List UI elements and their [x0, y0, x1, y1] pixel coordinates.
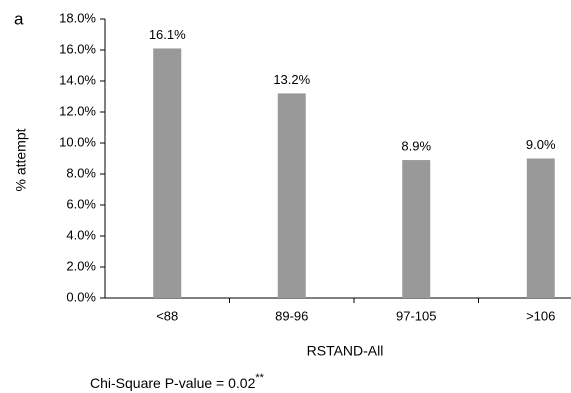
y-axis-title: % attempt — [13, 128, 29, 191]
y-tick-label: 6.0% — [66, 196, 96, 211]
y-tick-label: 0.0% — [66, 289, 96, 304]
y-tick-label: 12.0% — [59, 103, 96, 118]
value-label: 16.1% — [149, 27, 186, 42]
bar — [526, 158, 555, 298]
y-tick-label: 18.0% — [59, 10, 96, 25]
bar — [153, 48, 182, 299]
x-axis-title: RSTAND-All — [307, 343, 384, 359]
y-tick-label: 10.0% — [59, 134, 96, 149]
annotation-text: Chi-Square P-value = 0.02 — [90, 375, 256, 391]
value-label: 13.2% — [273, 72, 310, 87]
value-label: 9.0% — [526, 137, 556, 152]
annotation: Chi-Square P-value = 0.02** — [90, 372, 265, 391]
y-tick-label: 14.0% — [59, 72, 96, 87]
y-tick-label: 2.0% — [66, 258, 96, 273]
y-tick-label: 8.0% — [66, 165, 96, 180]
y-tick-label: 16.0% — [59, 41, 96, 56]
x-tick-label: >106 — [526, 308, 555, 323]
y-tick-label: 4.0% — [66, 227, 96, 242]
annotation-superscript: ** — [255, 372, 264, 384]
value-label: 8.9% — [401, 138, 431, 153]
bar — [277, 93, 306, 299]
panel-label: a — [14, 9, 24, 28]
x-tick-label: <88 — [156, 308, 178, 323]
x-tick-label: 97-105 — [396, 308, 436, 323]
bar — [402, 160, 431, 298]
x-tick-label: 89-96 — [275, 308, 308, 323]
